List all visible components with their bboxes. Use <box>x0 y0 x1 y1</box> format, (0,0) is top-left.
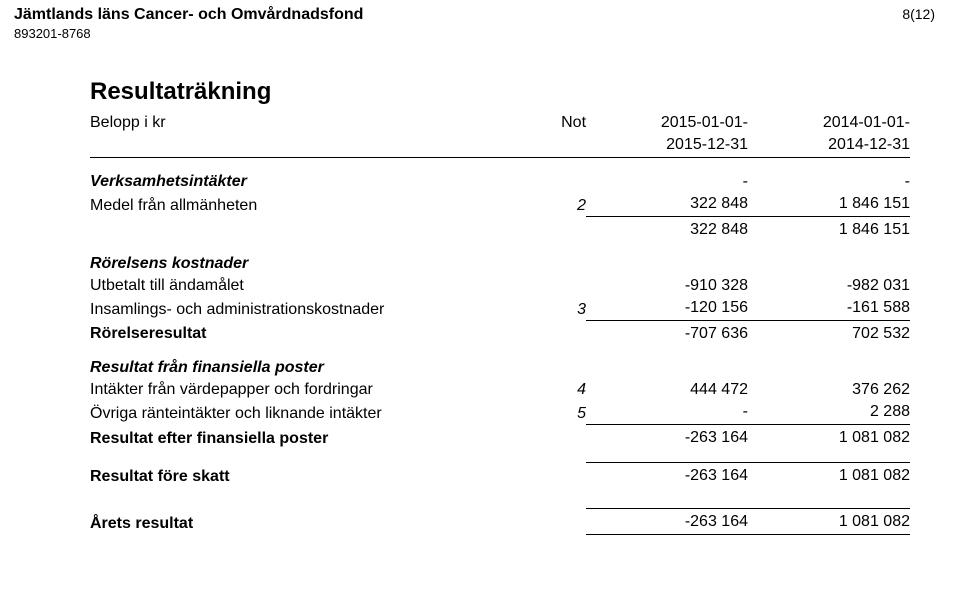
label: Utbetalt till ändamålet <box>90 275 525 297</box>
row-res-fin-poster: Resultat från finansiella poster <box>90 357 910 379</box>
value-a: -120 156 <box>586 297 748 321</box>
value-b: 1 081 082 <box>748 463 910 489</box>
content: Resultaträkning Belopp i kr Not 2015-01-… <box>90 78 910 535</box>
value-b: 1 846 151 <box>748 217 910 242</box>
value-b: 1 081 082 <box>748 509 910 535</box>
label: Verksamhetsintäkter <box>90 171 525 193</box>
col-header-not: Not <box>525 112 586 134</box>
col-header-period-a-top: 2015-01-01- <box>586 112 748 134</box>
value-a: -263 164 <box>586 425 748 451</box>
income-statement-table: Belopp i kr Not 2015-01-01- 2014-01-01- … <box>90 112 910 535</box>
row-ovriga-rante: Övriga ränteintäkter och liknande intäkt… <box>90 401 910 425</box>
label: Övriga ränteintäkter och liknande intäkt… <box>90 401 525 425</box>
label: Resultat från finansiella poster <box>90 357 525 379</box>
not: 5 <box>525 401 586 425</box>
label: Årets resultat <box>90 509 525 535</box>
value-a: -263 164 <box>586 509 748 535</box>
value-a: - <box>586 171 748 193</box>
value-b: 376 262 <box>748 379 910 401</box>
section-title: Resultaträkning <box>90 78 910 106</box>
label: Intäkter från värdepapper och fordringar <box>90 379 525 401</box>
org-name: Jämtlands läns Cancer- och Omvårdnadsfon… <box>14 6 945 24</box>
col-header-period-b-top: 2014-01-01- <box>748 112 910 134</box>
label: Insamlings- och administrationskostnader <box>90 297 525 321</box>
label: Resultat före skatt <box>90 463 525 489</box>
label: Rörelseresultat <box>90 321 525 346</box>
col-header-period-b-bot: 2014-12-31 <box>748 134 910 158</box>
row-utbetalt: Utbetalt till ändamålet -910 328 -982 03… <box>90 275 910 297</box>
value-a: -707 636 <box>586 321 748 346</box>
value-a: 322 848 <box>586 217 748 242</box>
value-a: -263 164 <box>586 463 748 489</box>
row-res-efter-fin: Resultat efter finansiella poster -263 1… <box>90 425 910 451</box>
page: Jämtlands läns Cancer- och Omvårdnadsfon… <box>0 0 959 601</box>
page-header: Jämtlands läns Cancer- och Omvårdnadsfon… <box>14 6 945 41</box>
table-header-row: Belopp i kr Not 2015-01-01- 2014-01-01- <box>90 112 910 134</box>
label: Rörelsens kostnader <box>90 253 525 275</box>
row-sum-intakter: 322 848 1 846 151 <box>90 217 910 242</box>
value-b: 702 532 <box>748 321 910 346</box>
value-a: 322 848 <box>586 193 748 217</box>
row-medel-allman: Medel från allmänheten 2 322 848 1 846 1… <box>90 193 910 217</box>
not: 3 <box>525 297 586 321</box>
label: Resultat efter finansiella poster <box>90 425 525 451</box>
row-rorelsens-kostnader: Rörelsens kostnader <box>90 253 910 275</box>
value-b: 1 081 082 <box>748 425 910 451</box>
value-a: - <box>586 401 748 425</box>
row-insamlings: Insamlings- och administrationskostnader… <box>90 297 910 321</box>
value-b: - <box>748 171 910 193</box>
value-a: 444 472 <box>586 379 748 401</box>
label: Medel från allmänheten <box>90 193 525 217</box>
org-id: 893201-8768 <box>14 26 945 41</box>
value-b: 1 846 151 <box>748 193 910 217</box>
row-verksamhetsintakter: Verksamhetsintäkter - - <box>90 171 910 193</box>
table-header-row-2: 2015-12-31 2014-12-31 <box>90 134 910 158</box>
page-number: 8(12) <box>902 6 935 22</box>
value-b: -161 588 <box>748 297 910 321</box>
value-a: -910 328 <box>586 275 748 297</box>
row-arets-resultat: Årets resultat -263 164 1 081 082 <box>90 509 910 535</box>
not: 2 <box>525 193 586 217</box>
row-intakter-vardepapper: Intäkter från värdepapper och fordringar… <box>90 379 910 401</box>
col-header-period-a-bot: 2015-12-31 <box>586 134 748 158</box>
col-header-belopp: Belopp i kr <box>90 112 525 134</box>
row-rorelseresultat: Rörelseresultat -707 636 702 532 <box>90 321 910 346</box>
value-b: 2 288 <box>748 401 910 425</box>
row-res-fore-skatt: Resultat före skatt -263 164 1 081 082 <box>90 463 910 489</box>
value-b: -982 031 <box>748 275 910 297</box>
not: 4 <box>525 379 586 401</box>
